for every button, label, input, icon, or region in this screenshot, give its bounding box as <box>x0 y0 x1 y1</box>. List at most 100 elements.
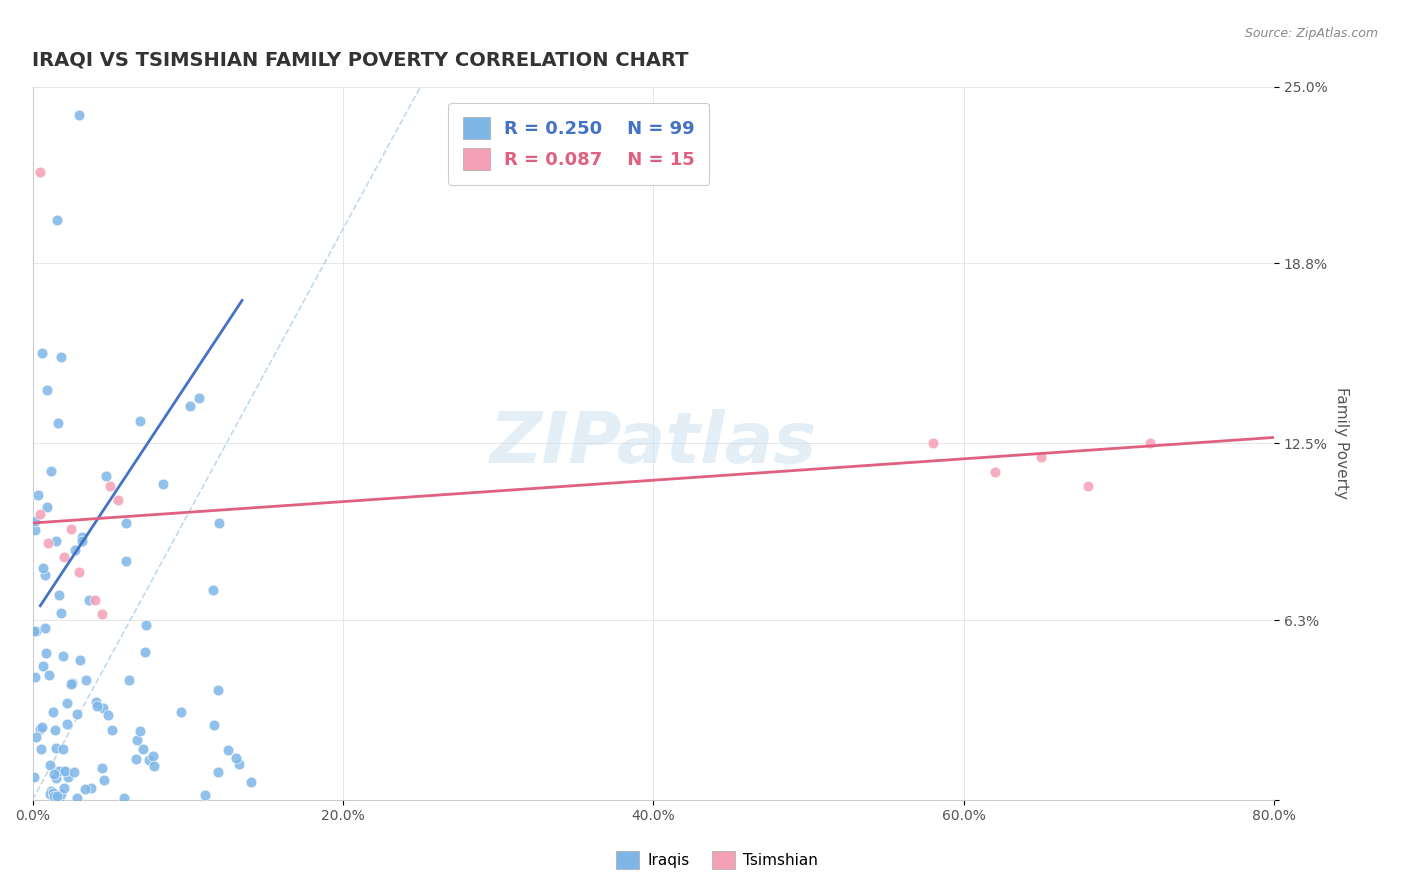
Point <box>31 346 53 360</box>
Point <box>921 436 943 450</box>
Point <box>91 607 114 622</box>
Point <box>60 677 83 691</box>
Point <box>70 533 93 548</box>
Point <box>52 741 75 756</box>
Point <box>42 789 65 803</box>
Point <box>46 417 69 431</box>
Point <box>65 707 87 722</box>
Point <box>30 508 52 522</box>
Point <box>93 772 115 787</box>
Point <box>67 565 90 579</box>
Point <box>34 568 56 582</box>
Point <box>52 764 75 778</box>
Point <box>79 593 101 607</box>
Point <box>202 718 225 732</box>
Point <box>114 553 136 567</box>
Point <box>51 788 73 802</box>
Point <box>30 165 52 179</box>
Point <box>24 523 46 537</box>
Point <box>91 761 114 775</box>
Point <box>37 500 59 514</box>
Point <box>30 742 52 756</box>
Point <box>69 653 91 667</box>
Point <box>39 758 62 772</box>
Point <box>48 588 70 602</box>
Point <box>66 791 89 805</box>
Point <box>73 782 96 797</box>
Point <box>34 621 56 635</box>
Point <box>48 791 70 805</box>
Point <box>51 648 73 663</box>
Point <box>39 787 62 801</box>
Point <box>39 464 62 478</box>
Point <box>128 724 150 739</box>
Point <box>72 530 94 544</box>
Point <box>55 717 77 731</box>
Point <box>51 350 73 364</box>
Point <box>169 705 191 719</box>
Point <box>188 391 211 405</box>
Point <box>60 676 83 690</box>
Point <box>44 723 66 738</box>
Y-axis label: Family Poverty: Family Poverty <box>1334 387 1348 500</box>
Point <box>217 743 239 757</box>
Point <box>138 753 160 767</box>
Point <box>65 542 87 557</box>
Point <box>83 593 105 607</box>
Point <box>42 706 65 720</box>
Point <box>48 764 70 778</box>
Point <box>98 479 121 493</box>
Point <box>118 673 141 687</box>
Point <box>135 617 157 632</box>
Point <box>60 522 83 536</box>
Point <box>32 561 55 575</box>
Point <box>31 720 53 734</box>
Point <box>84 695 107 709</box>
Point <box>97 707 120 722</box>
Point <box>984 465 1007 479</box>
Point <box>63 764 86 779</box>
Legend: R = 0.250    N = 99, R = 0.087    N = 15: R = 0.250 N = 99, R = 0.087 N = 15 <box>449 103 710 185</box>
Point <box>25 730 48 744</box>
Point <box>201 583 224 598</box>
Point <box>24 624 46 638</box>
Point <box>1077 479 1099 493</box>
Point <box>225 751 247 765</box>
Point <box>94 469 117 483</box>
Point <box>22 624 45 638</box>
Point <box>24 670 46 684</box>
Point <box>56 771 79 785</box>
Point <box>24 514 46 528</box>
Point <box>45 740 67 755</box>
Point <box>125 752 148 766</box>
Point <box>179 399 201 413</box>
Point <box>42 786 65 800</box>
Point <box>46 213 69 227</box>
Legend: Iraqis, Tsimshian: Iraqis, Tsimshian <box>610 845 824 875</box>
Point <box>46 789 69 803</box>
Point <box>55 764 77 778</box>
Point <box>134 645 156 659</box>
Point <box>208 516 231 531</box>
Point <box>143 759 166 773</box>
Point <box>80 781 103 796</box>
Point <box>39 784 62 798</box>
Point <box>152 477 174 491</box>
Point <box>132 742 155 756</box>
Point <box>1139 436 1161 450</box>
Point <box>125 733 148 747</box>
Point <box>1031 450 1053 465</box>
Point <box>228 756 250 771</box>
Text: Source: ZipAtlas.com: Source: ZipAtlas.com <box>1244 27 1378 40</box>
Point <box>53 781 76 796</box>
Point <box>38 667 60 681</box>
Point <box>31 658 53 673</box>
Point <box>45 771 67 785</box>
Point <box>75 673 97 688</box>
Text: IRAQI VS TSIMSHIAN FAMILY POVERTY CORRELATION CHART: IRAQI VS TSIMSHIAN FAMILY POVERTY CORREL… <box>32 51 689 70</box>
Point <box>194 788 217 802</box>
Point <box>22 770 45 784</box>
Point <box>37 536 59 550</box>
Point <box>27 487 49 501</box>
Point <box>240 775 263 789</box>
